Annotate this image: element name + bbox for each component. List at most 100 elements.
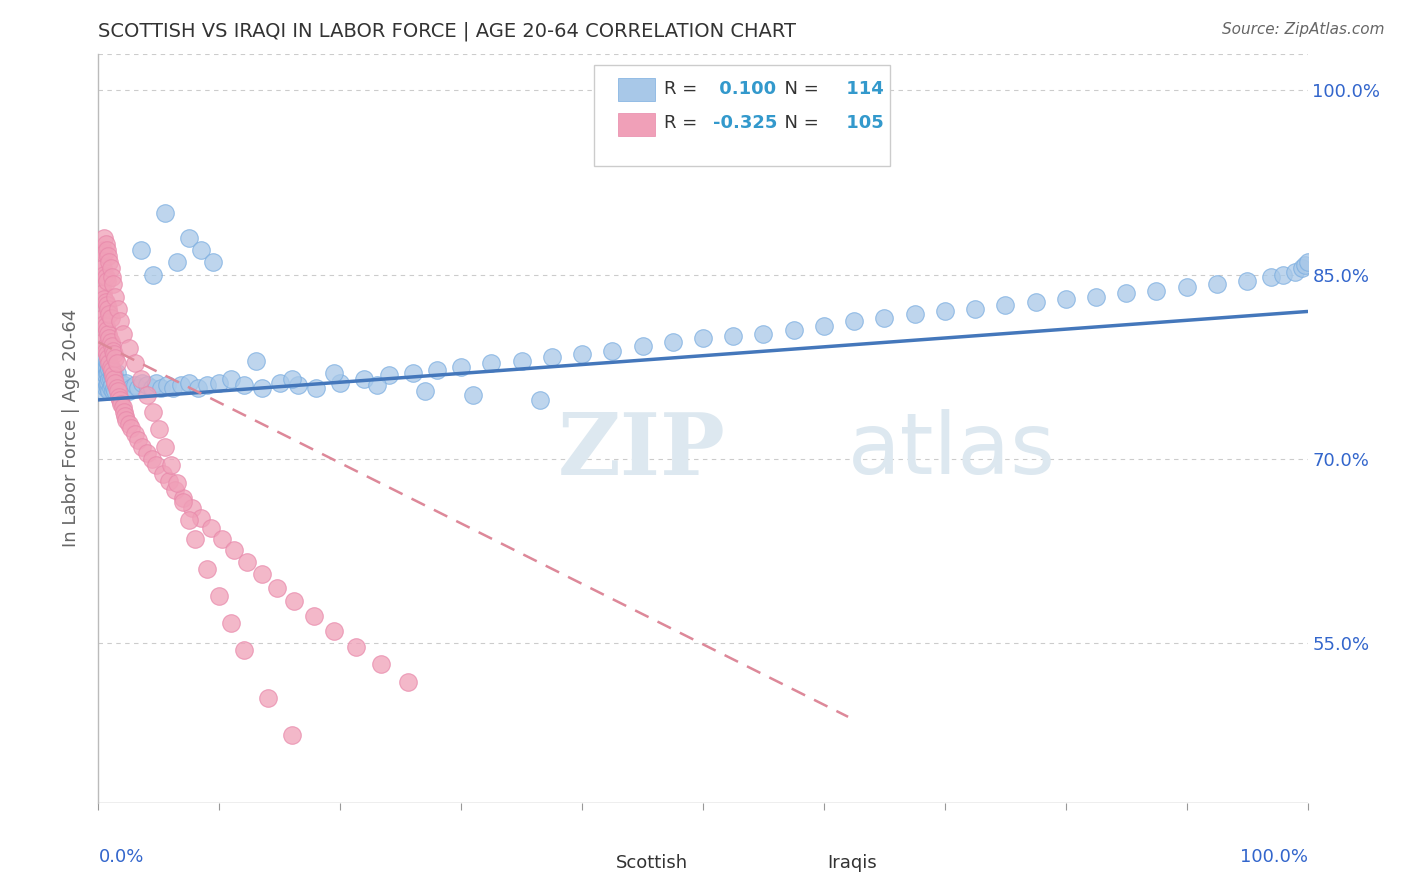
Point [103,372,125,386]
Point [112,405,135,419]
Point [329,376,352,390]
Point [101,277,124,292]
Point [141,381,163,395]
Point [97,249,120,263]
Point [101,343,124,358]
Point [179,513,201,527]
Point [1291,261,1313,276]
Text: 105: 105 [839,114,883,132]
Point [873,310,896,325]
Text: ZIP: ZIP [558,409,725,492]
Point [302,609,325,624]
Point [1085,290,1108,304]
Point [115,412,138,426]
Point [100,335,122,350]
Point [236,555,259,569]
Point [114,381,136,395]
Point [142,268,165,282]
Point [94,270,117,285]
Point [281,728,304,742]
Point [105,381,128,395]
Point [94,381,117,395]
Point [94,236,117,251]
Point [108,314,131,328]
Point [100,270,122,285]
Point [111,326,134,341]
Point [96,359,118,374]
Point [91,286,114,301]
Point [96,366,118,380]
Point [103,381,125,395]
Point [145,376,167,390]
Point [190,511,212,525]
Point [222,542,245,557]
Text: 100.0%: 100.0% [1240,847,1308,866]
Point [97,381,120,395]
Point [91,261,114,276]
Point [91,280,114,294]
Point [426,363,449,377]
Text: N =: N = [773,114,825,132]
Y-axis label: In Labor Force | Age 20-64: In Labor Force | Age 20-64 [62,309,80,548]
Point [124,427,146,442]
Point [153,206,176,220]
Point [287,378,309,392]
Point [195,378,218,392]
Point [1146,284,1168,298]
Point [91,329,114,343]
Text: Source: ZipAtlas.com: Source: ZipAtlas.com [1222,22,1385,37]
Point [1024,294,1046,309]
Text: 0.100: 0.100 [713,80,776,98]
Point [172,495,194,509]
Point [221,372,243,386]
Point [108,381,131,395]
FancyBboxPatch shape [619,78,655,101]
Point [631,339,654,353]
Point [904,307,927,321]
Point [91,378,114,392]
Point [1206,277,1229,292]
Point [184,532,207,546]
Point [91,335,114,350]
Point [208,590,231,604]
Point [157,474,180,488]
Point [108,392,131,407]
Point [245,353,267,368]
Point [1284,265,1306,279]
Point [104,372,127,386]
Point [129,243,152,257]
Point [208,376,231,390]
Point [118,417,141,432]
Point [98,356,121,370]
Text: Iraqis: Iraqis [828,855,877,872]
Point [232,378,254,392]
Point [110,376,132,390]
Point [844,314,866,328]
Point [101,368,124,383]
Point [131,440,153,454]
Text: R =: R = [664,114,703,132]
Point [124,356,146,370]
Point [124,378,146,392]
Point [108,391,131,405]
Point [377,368,399,383]
Point [98,384,121,399]
Point [104,351,127,366]
Point [100,372,122,386]
Point [370,657,392,671]
Text: atlas: atlas [848,409,1056,492]
Point [283,594,305,608]
Point [96,243,118,257]
Point [166,255,188,269]
Point [994,298,1017,312]
Point [1294,258,1316,272]
Point [305,381,328,395]
Point [344,640,367,654]
Point [100,362,122,376]
Point [145,458,167,472]
Point [692,331,714,345]
Point [1296,255,1319,269]
Point [107,376,129,390]
FancyBboxPatch shape [558,856,606,871]
Point [148,422,170,436]
